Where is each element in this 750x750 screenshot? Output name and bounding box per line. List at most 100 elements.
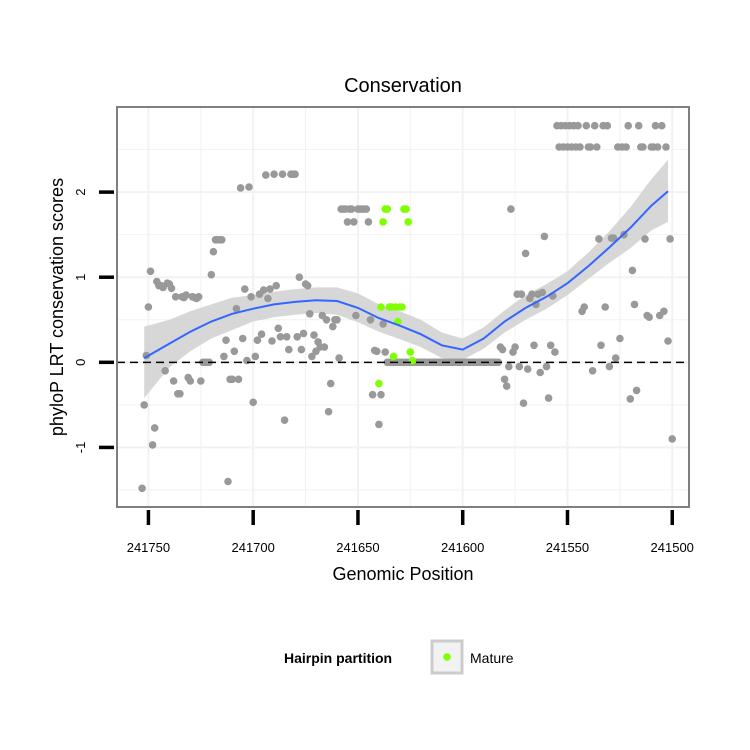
point-other: [616, 334, 624, 343]
point-mature: [408, 356, 417, 365]
point-other: [515, 362, 524, 371]
point-other: [293, 333, 302, 341]
point-other: [597, 341, 605, 350]
x-tick-label: 241500: [651, 540, 694, 555]
point-other: [666, 235, 674, 243]
point-other: [645, 313, 653, 322]
point-other: [588, 367, 597, 375]
point-other: [222, 336, 230, 345]
point-other: [176, 390, 184, 398]
x-tick-label: 241650: [336, 540, 379, 555]
point-other: [218, 236, 226, 244]
point-other: [234, 375, 243, 384]
point-other: [335, 354, 343, 362]
point-other: [668, 435, 676, 443]
point-other: [502, 382, 511, 390]
point-other: [194, 293, 203, 301]
point-other: [528, 290, 536, 299]
point-other: [536, 368, 544, 377]
point-other: [230, 347, 239, 356]
point-other: [366, 316, 375, 324]
y-tick-label: 2: [73, 188, 88, 195]
point-other: [551, 348, 559, 356]
x-tick-label: 241600: [441, 540, 484, 555]
point-other: [521, 249, 530, 258]
point-other: [270, 170, 278, 178]
point-other: [542, 362, 551, 371]
point-mature: [406, 348, 415, 356]
point-other: [295, 273, 304, 282]
point-other: [609, 234, 618, 242]
point-other: [146, 267, 155, 276]
point-other: [262, 171, 270, 179]
point-other: [538, 288, 547, 297]
x-axis-ticks: 241750 241700 241650 241600 241550 241500: [127, 510, 694, 555]
point-other: [245, 183, 253, 191]
point-other: [653, 143, 662, 151]
point-other: [266, 285, 274, 293]
point-other: [326, 379, 335, 388]
point-other: [634, 121, 643, 130]
point-other: [523, 365, 532, 373]
legend-title: Hairpin partition: [284, 650, 392, 666]
point-other: [140, 401, 148, 409]
point-other: [264, 294, 272, 303]
point-other: [622, 143, 630, 151]
panel-border: [116, 106, 690, 508]
point-other: [243, 356, 251, 365]
point-other: [333, 316, 341, 324]
point-other: [586, 143, 595, 151]
point-other: [306, 310, 314, 318]
point-other: [282, 333, 291, 341]
point-other: [280, 416, 289, 425]
point-other: [167, 284, 176, 293]
point-mature: [404, 218, 413, 226]
point-mature: [389, 352, 398, 361]
point-other: [611, 354, 620, 362]
point-other: [576, 143, 584, 151]
point-other: [310, 331, 318, 339]
point-other: [603, 121, 612, 130]
point-other: [660, 307, 668, 316]
point-other: [373, 347, 381, 356]
point-other: [658, 121, 666, 130]
point-other: [308, 352, 316, 361]
point-other: [574, 121, 582, 130]
point-other: [268, 337, 276, 345]
point-other: [362, 205, 371, 213]
point-other: [324, 407, 333, 416]
y-tick-label: -1: [73, 442, 88, 454]
y-axis-title: phyloP LRT conservation scores: [47, 178, 67, 436]
point-other: [236, 184, 245, 192]
point-other: [379, 320, 387, 328]
point-other: [232, 304, 241, 313]
point-other: [329, 322, 337, 331]
point-other: [381, 348, 390, 356]
point-other: [641, 235, 649, 243]
point-other: [540, 232, 549, 241]
point-other: [364, 218, 373, 226]
x-tick-label: 241550: [546, 540, 589, 555]
point-other: [259, 286, 268, 294]
y-axis-ticks: -1 0 1 2: [73, 188, 114, 453]
point-other: [241, 285, 249, 293]
point-other: [278, 170, 287, 178]
confidence-ribbon: [144, 159, 668, 399]
point-other: [272, 281, 281, 290]
point-other: [238, 334, 247, 343]
point-other: [249, 398, 257, 407]
x-tick-label: 241750: [127, 540, 170, 555]
point-other: [347, 205, 356, 213]
point-other: [291, 170, 299, 178]
legend-key-mature: [430, 639, 464, 675]
point-other: [662, 143, 670, 151]
legend-dot-mature: [443, 653, 451, 661]
point-other: [544, 394, 553, 402]
point-other: [505, 362, 513, 371]
point-other: [207, 270, 216, 279]
chart-title: Conservation: [344, 75, 462, 97]
point-other: [377, 390, 385, 399]
point-mature: [377, 303, 385, 311]
point-other: [257, 330, 266, 339]
